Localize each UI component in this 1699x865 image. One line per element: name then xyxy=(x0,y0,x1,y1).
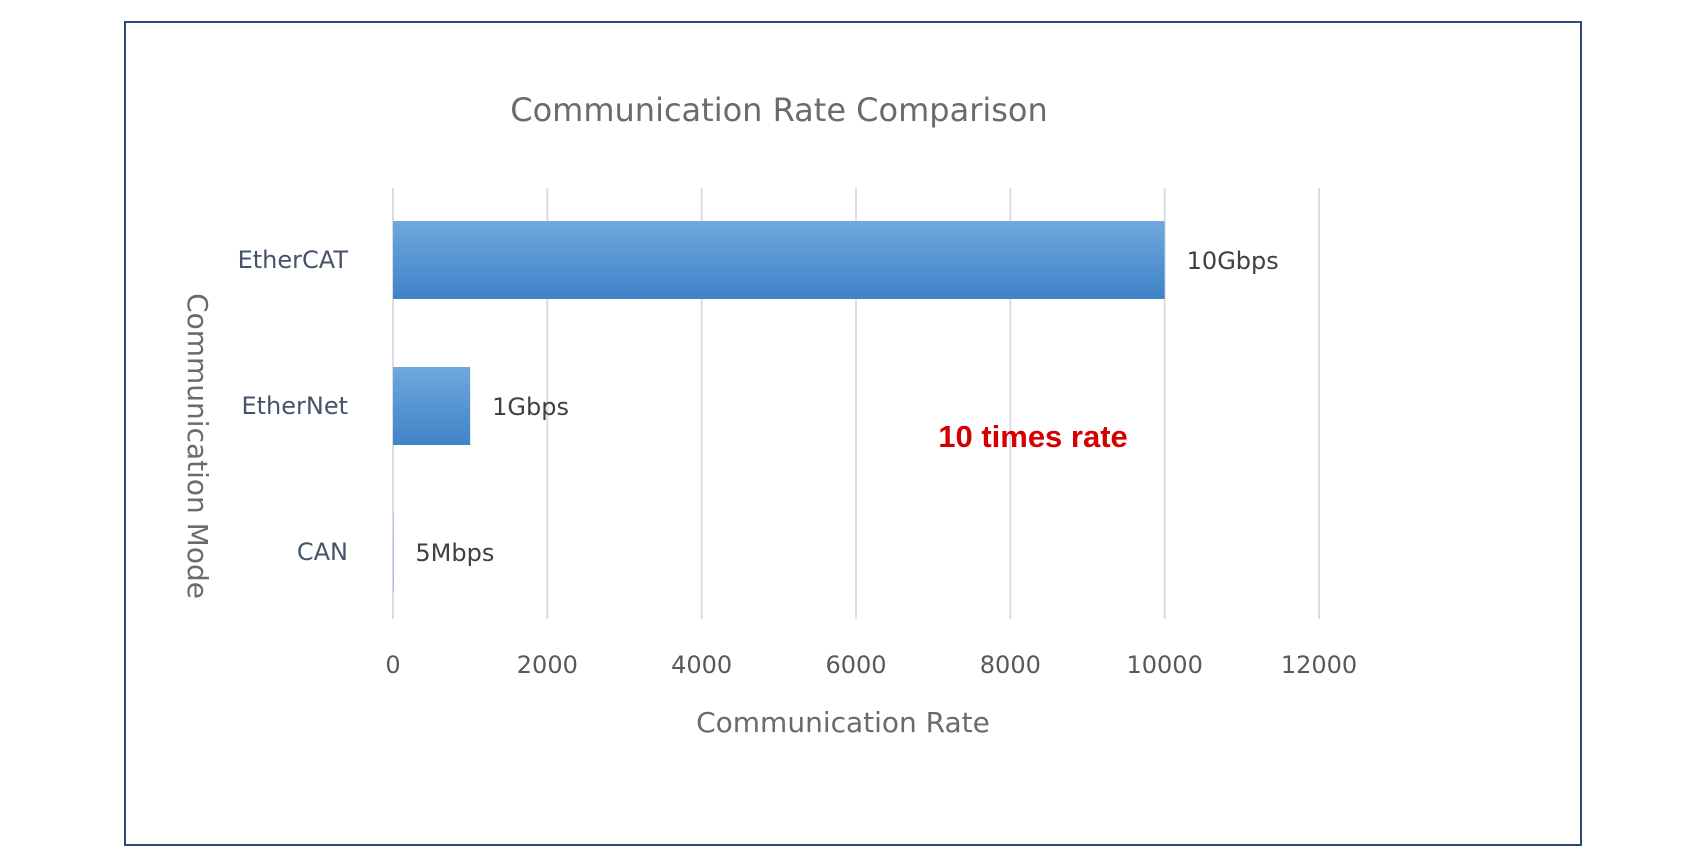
data-label-ethernet: 1Gbps xyxy=(492,393,569,421)
x-tick-label: 2000 xyxy=(517,651,578,679)
data-label-ethercat: 10Gbps xyxy=(1187,247,1279,275)
data-label-can: 5Mbps xyxy=(415,539,494,567)
x-axis-title: Communication Rate xyxy=(696,706,990,739)
x-tick-label: 4000 xyxy=(671,651,732,679)
bar-ethernet xyxy=(393,367,471,445)
x-tick-label: 8000 xyxy=(980,651,1041,679)
x-tick-label: 12000 xyxy=(1281,651,1357,679)
bars xyxy=(393,221,1165,591)
category-label-ethernet: EtherNet xyxy=(241,392,348,420)
bar-chart: Communication Rate Comparison 0 2000 4000 6… xyxy=(181,91,1358,739)
category-label-can: CAN xyxy=(297,538,348,566)
bar-ethercat xyxy=(393,221,1165,299)
annotation-label: 10 times rate xyxy=(938,419,1128,454)
x-tick-label: 10000 xyxy=(1126,651,1202,679)
chart-title: Communication Rate Comparison xyxy=(510,91,1048,129)
category-label-ethercat: EtherCAT xyxy=(238,246,349,274)
labels: 0 2000 4000 6000 8000 10000 12000 EtherCAT 10Gbp… xyxy=(238,246,1358,679)
chart-frame: Communication Rate Comparison 0 2000 4000 6… xyxy=(124,21,1582,846)
y-axis-title: Communication Mode xyxy=(181,293,214,599)
x-tick-label: 6000 xyxy=(825,651,886,679)
x-tick-label: 0 xyxy=(385,651,400,679)
